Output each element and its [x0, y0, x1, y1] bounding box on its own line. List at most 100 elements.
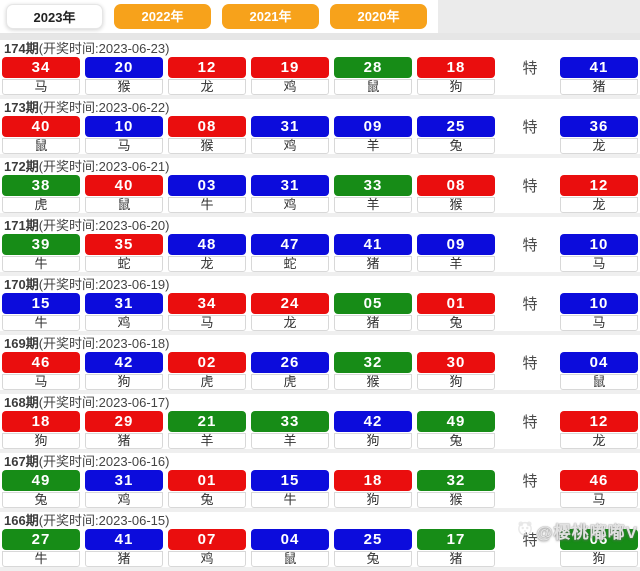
draw-period: 169期: [4, 336, 39, 351]
ball-number: 07: [168, 529, 246, 550]
ball-zodiac: 马: [560, 256, 638, 272]
ball-zodiac: 兔: [417, 138, 495, 154]
ball-cell: 38 虎: [2, 175, 80, 213]
ball-zodiac: 虎: [2, 197, 80, 213]
ball-number: 12: [560, 175, 638, 196]
draw-time: (开奖时间:2023-06-20): [38, 218, 170, 233]
draw-balls: 39 牛 35 蛇 48 龙 47 蛇 41 猪 09 羊特 10 马: [0, 234, 640, 272]
draw-time: (开奖时间:2023-06-17): [38, 395, 170, 410]
ball-zodiac: 猴: [85, 79, 163, 95]
ball-cell: 18 狗: [417, 57, 495, 95]
draw-time: (开奖时间:2023-06-23): [38, 41, 170, 56]
ball-cell: 47 蛇: [251, 234, 329, 272]
ball-cell: 03 牛: [168, 175, 246, 213]
ball-zodiac: 狗: [417, 79, 495, 95]
draw-header: 168期(开奖时间:2023-06-17): [0, 394, 640, 411]
draw-balls: 18 狗 29 猪 21 羊 33 羊 42 狗 49 兔特 12 龙: [0, 411, 640, 449]
ball-zodiac: 龙: [560, 433, 638, 449]
ball-number: 40: [85, 175, 163, 196]
draw-time: (开奖时间:2023-06-19): [38, 277, 170, 292]
special-label-text: 特: [522, 237, 538, 254]
ball-cell: 41 猪: [85, 529, 163, 567]
special-ball-cell: 36 龙: [560, 116, 638, 154]
ball-cell: 40 鼠: [2, 116, 80, 154]
tabbar-filler: [438, 0, 640, 33]
draw-balls: 38 虎 40 鼠 03 牛 31 鸡 33 羊 08 猴特 12 龙: [0, 175, 640, 213]
draw-balls: 49 兔 31 鸡 01 兔 15 牛 18 狗 32 猴特 46 马: [0, 470, 640, 508]
ball-zodiac: 鸡: [251, 79, 329, 95]
draw-period: 171期: [4, 218, 39, 233]
ball-zodiac: 牛: [168, 197, 246, 213]
ball-zodiac: 猪: [85, 551, 163, 567]
tab-year-2022[interactable]: 2022年: [114, 4, 211, 29]
ball-number: 42: [334, 411, 412, 432]
ball-cell: 01 兔: [168, 470, 246, 508]
ball-number: 09: [334, 116, 412, 137]
row-divider: [0, 95, 640, 99]
ball-number: 35: [85, 234, 163, 255]
ball-number: 18: [2, 411, 80, 432]
ball-number: 18: [417, 57, 495, 78]
ball-zodiac: 马: [560, 315, 638, 331]
ball-zodiac: 鼠: [85, 197, 163, 213]
draw-period: 173期: [4, 100, 39, 115]
ball-cell: 48 龙: [168, 234, 246, 272]
ball-number: 25: [417, 116, 495, 137]
ball-zodiac: 鼠: [560, 374, 638, 390]
draw-row: 169期(开奖时间:2023-06-18) 46 马 42 狗 02 虎 26 虎 32 猴 30 狗…: [0, 335, 640, 394]
special-label-text: 特: [522, 178, 538, 195]
ball-number: 33: [251, 411, 329, 432]
special-label-text: 特: [522, 355, 538, 372]
ball-number: 24: [251, 293, 329, 314]
ball-zodiac: 羊: [168, 433, 246, 449]
draw-row: 171期(开奖时间:2023-06-20) 39 牛 35 蛇 48 龙 47 蛇 41 猪 09 羊…: [0, 217, 640, 276]
tab-year-2023[interactable]: 2023年: [6, 4, 103, 29]
ball-zodiac: 马: [85, 138, 163, 154]
ball-number: 10: [560, 293, 638, 314]
ball-number: 03: [168, 175, 246, 196]
ball-number: 05: [334, 293, 412, 314]
ball-cell: 33 羊: [251, 411, 329, 449]
ball-zodiac: 龙: [560, 197, 638, 213]
ball-cell: 49 兔: [417, 411, 495, 449]
ball-number: 41: [85, 529, 163, 550]
ball-number: 08: [417, 175, 495, 196]
ball-number: 17: [417, 529, 495, 550]
special-ball-cell: 06 狗: [560, 529, 638, 567]
ball-zodiac: 羊: [251, 433, 329, 449]
ball-cell: 31 鸡: [251, 116, 329, 154]
special-label-text: 特: [522, 532, 538, 549]
special-label: 特: [500, 116, 560, 137]
ball-number: 36: [560, 116, 638, 137]
ball-cell: 09 羊: [417, 234, 495, 272]
ball-cell: 15 牛: [2, 293, 80, 331]
ball-zodiac: 羊: [334, 197, 412, 213]
ball-cell: 21 羊: [168, 411, 246, 449]
special-label: 特: [500, 470, 560, 491]
ball-zodiac: 龙: [168, 256, 246, 272]
ball-zodiac: 兔: [334, 551, 412, 567]
draw-row: 173期(开奖时间:2023-06-22) 40 鼠 10 马 08 猴 31 鸡 09 羊 25 兔…: [0, 99, 640, 158]
ball-number: 47: [251, 234, 329, 255]
ball-zodiac: 猪: [334, 256, 412, 272]
ball-zodiac: 龙: [251, 315, 329, 331]
ball-number: 04: [251, 529, 329, 550]
draw-header: 172期(开奖时间:2023-06-21): [0, 158, 640, 175]
ball-zodiac: 猴: [417, 492, 495, 508]
ball-zodiac: 鸡: [85, 492, 163, 508]
ball-zodiac: 猴: [334, 374, 412, 390]
ball-zodiac: 羊: [417, 256, 495, 272]
tab-year-2021[interactable]: 2021年: [222, 4, 319, 29]
tab-year-2020[interactable]: 2020年: [330, 4, 427, 29]
draw-row: 174期(开奖时间:2023-06-23) 34 马 20 猴 12 龙 19 鸡 28 鼠 18 狗…: [0, 40, 640, 99]
ball-cell: 31 鸡: [251, 175, 329, 213]
ball-cell: 12 龙: [168, 57, 246, 95]
ball-cell: 07 鸡: [168, 529, 246, 567]
ball-zodiac: 兔: [2, 492, 80, 508]
ball-zodiac: 狗: [334, 433, 412, 449]
ball-cell: 02 虎: [168, 352, 246, 390]
ball-zodiac: 牛: [2, 315, 80, 331]
row-divider: [0, 508, 640, 512]
ball-zodiac: 马: [168, 315, 246, 331]
special-label: 特: [500, 352, 560, 373]
